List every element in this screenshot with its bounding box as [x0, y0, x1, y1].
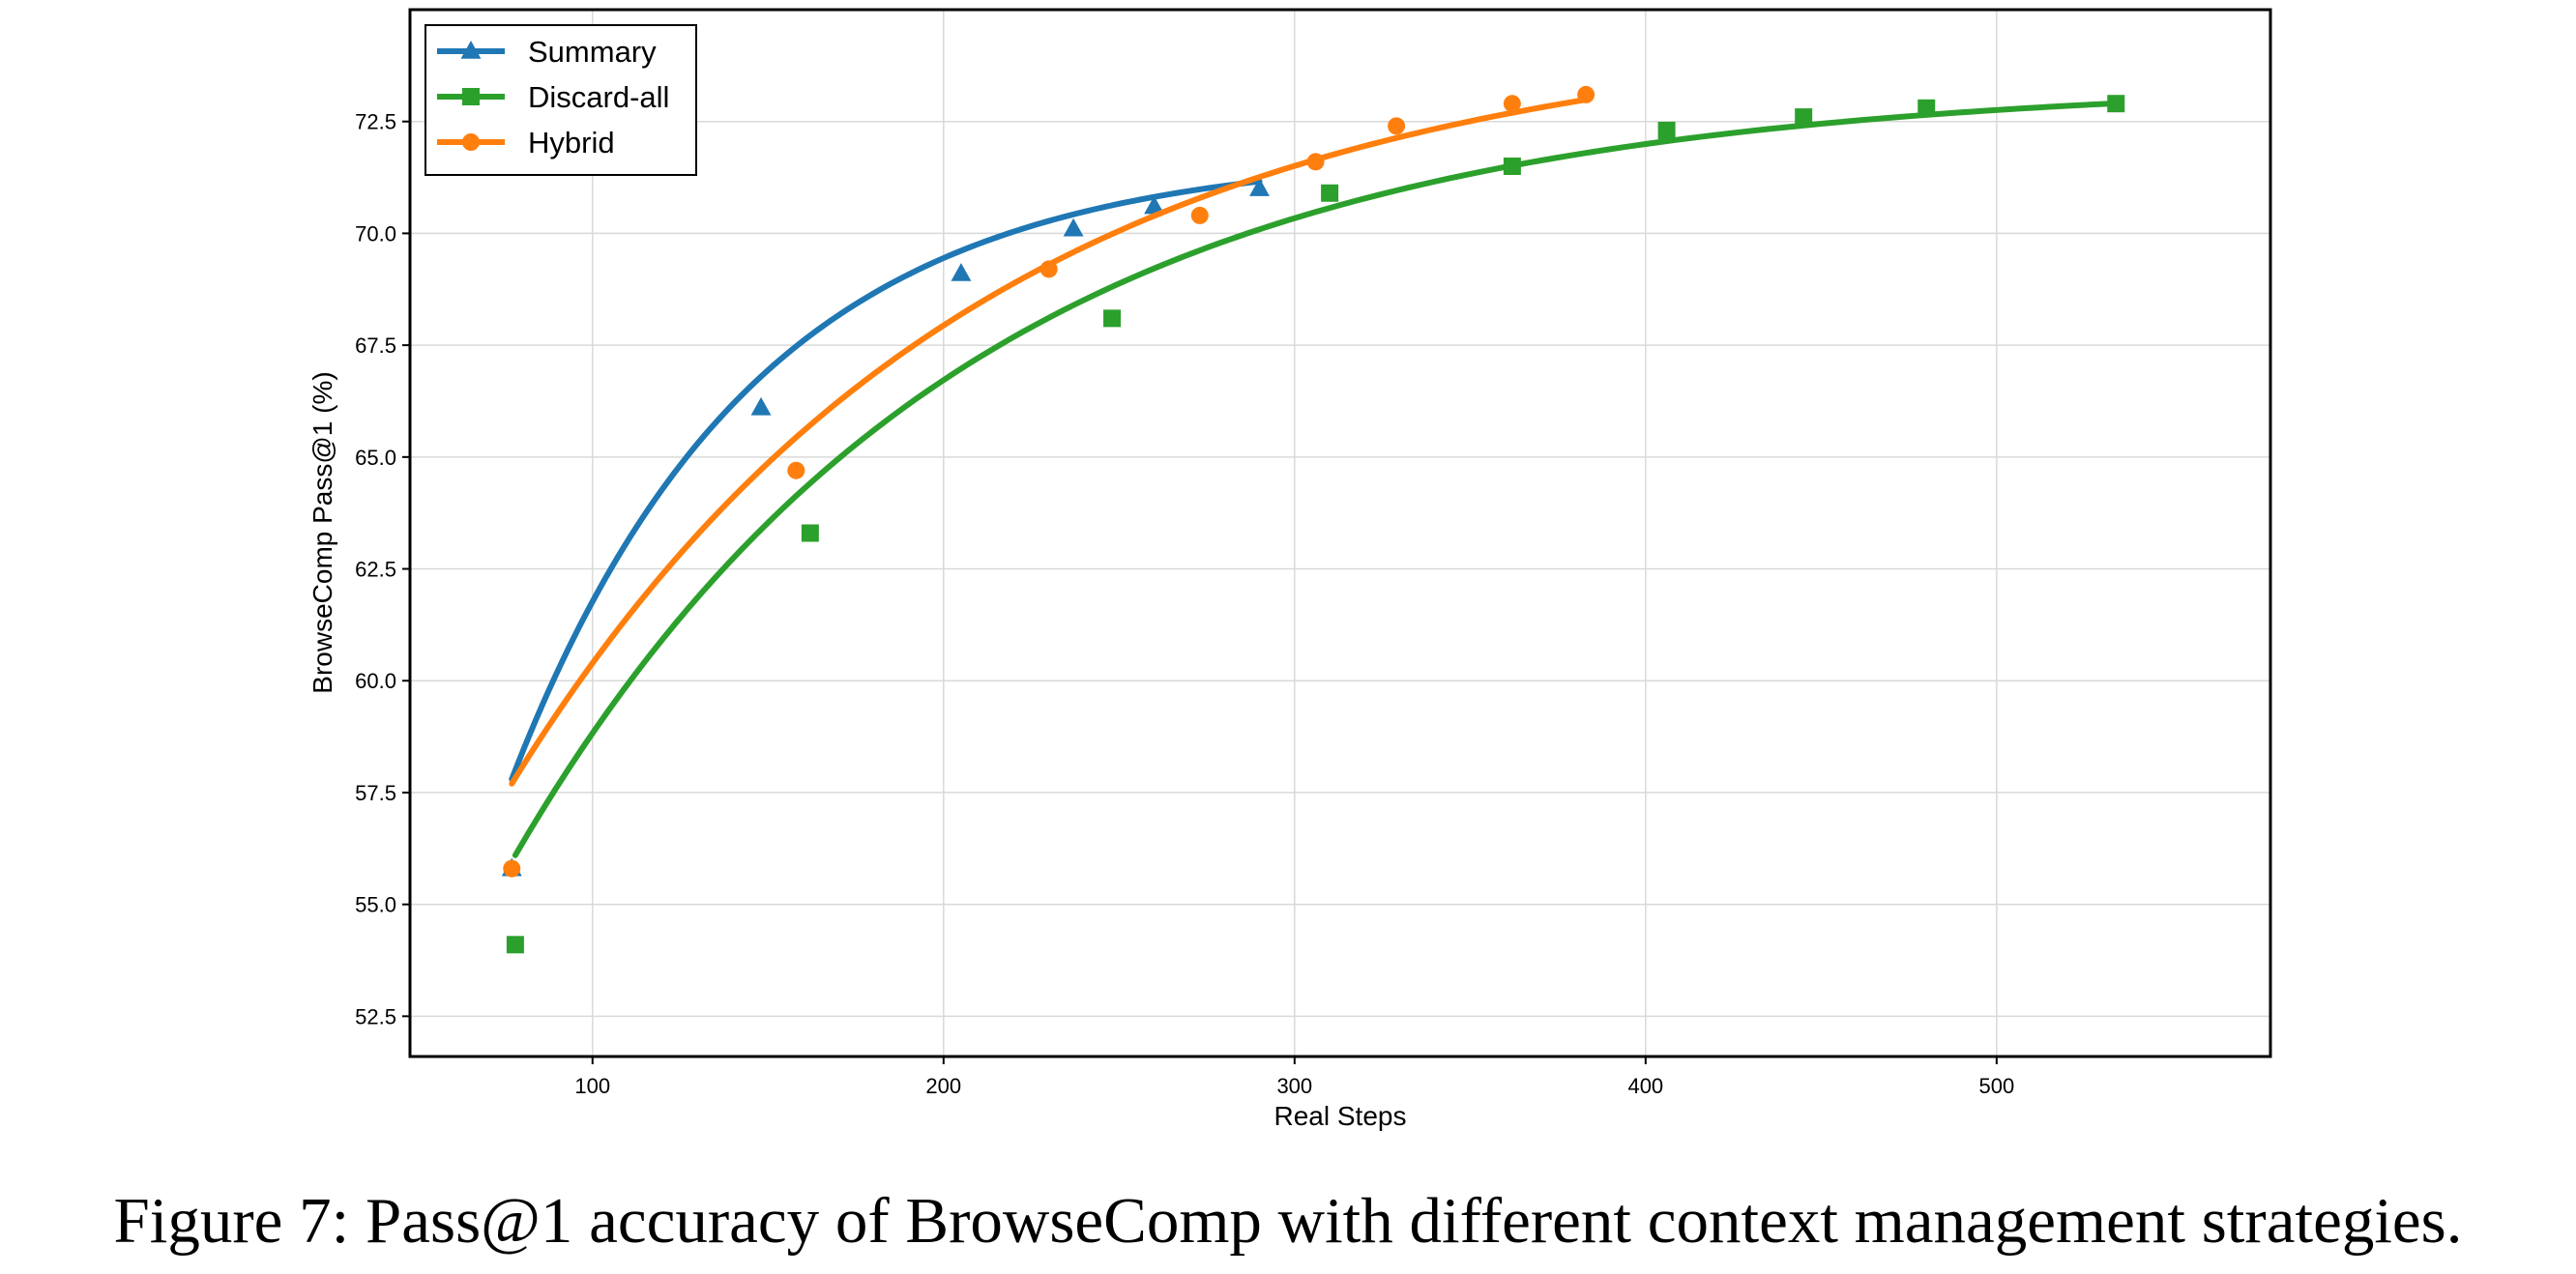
legend-marker-hybrid — [462, 133, 480, 151]
data-point-discard-all — [1103, 309, 1122, 328]
series-discard-all — [506, 95, 2125, 954]
data-point-hybrid — [1306, 153, 1325, 171]
y-tick-label: 72.5 — [355, 110, 396, 134]
data-point-summary — [1063, 217, 1084, 237]
y-tick-label: 70.0 — [355, 221, 396, 246]
x-tick-label: 100 — [574, 1074, 610, 1098]
data-point-hybrid — [1039, 260, 1058, 278]
y-axis-label: BrowseComp Pass@1 (%) — [307, 371, 337, 693]
data-point-hybrid — [1577, 85, 1595, 103]
data-point-discard-all — [1657, 121, 1676, 139]
y-tick-label: 55.0 — [355, 893, 396, 917]
data-point-discard-all — [2107, 95, 2125, 113]
y-tick-label: 60.0 — [355, 669, 396, 693]
data-point-summary — [1144, 195, 1165, 215]
data-point-discard-all — [1503, 157, 1521, 175]
data-point-discard-all — [1795, 108, 1813, 127]
y-tick-label: 65.0 — [355, 446, 396, 470]
data-point-discard-all — [506, 936, 524, 954]
series-summary — [501, 178, 1270, 877]
ticks: 100 200 300 400 500 52.5 55.0 57.5 60.0 62.5 65.0 6… — [355, 110, 2014, 1098]
x-tick-label: 400 — [1627, 1074, 1663, 1098]
data-point-discard-all — [801, 524, 819, 542]
data-point-hybrid — [1388, 117, 1406, 135]
data-point-hybrid — [1190, 206, 1209, 224]
legend-label: Summary — [528, 35, 657, 69]
figure-caption: Figure 7: Pass@1 accuracy of BrowseComp … — [113, 1185, 2463, 1257]
series-layer — [501, 85, 2125, 954]
y-tick-label: 67.5 — [355, 333, 396, 358]
x-tick-label: 500 — [1978, 1074, 2014, 1098]
legend-marker-summary — [460, 41, 482, 59]
y-tick-label: 57.5 — [355, 781, 396, 805]
legend-label: Discard-all — [528, 80, 669, 114]
data-point-summary — [951, 263, 972, 281]
legend: Summary Discard-all Hybrid — [424, 24, 697, 176]
x-tick-label: 300 — [1276, 1074, 1312, 1098]
legend-label: Hybrid — [528, 126, 615, 159]
plot-frame — [408, 8, 2272, 1058]
y-tick-label: 52.5 — [355, 1004, 396, 1028]
data-point-hybrid — [503, 859, 521, 878]
fit-line-summary — [509, 178, 1263, 783]
chart: 100 200 300 400 500 52.5 55.0 57.5 60.0 62.5 65.0 6… — [307, 8, 2272, 1131]
data-point-hybrid — [1503, 95, 1521, 113]
data-point-summary — [750, 396, 772, 416]
grid — [410, 10, 2270, 1057]
data-point-discard-all — [1321, 184, 1339, 202]
x-tick-label: 200 — [925, 1074, 961, 1098]
y-tick-label: 62.5 — [355, 558, 396, 582]
data-point-summary — [1249, 178, 1270, 196]
data-point-hybrid — [787, 461, 805, 479]
fit-line-discard-all — [512, 100, 2120, 858]
series-hybrid — [503, 85, 1595, 878]
x-axis-label: Real Steps — [1274, 1101, 1407, 1131]
data-point-discard-all — [1917, 99, 1936, 117]
legend-marker-discard-all — [462, 88, 480, 105]
